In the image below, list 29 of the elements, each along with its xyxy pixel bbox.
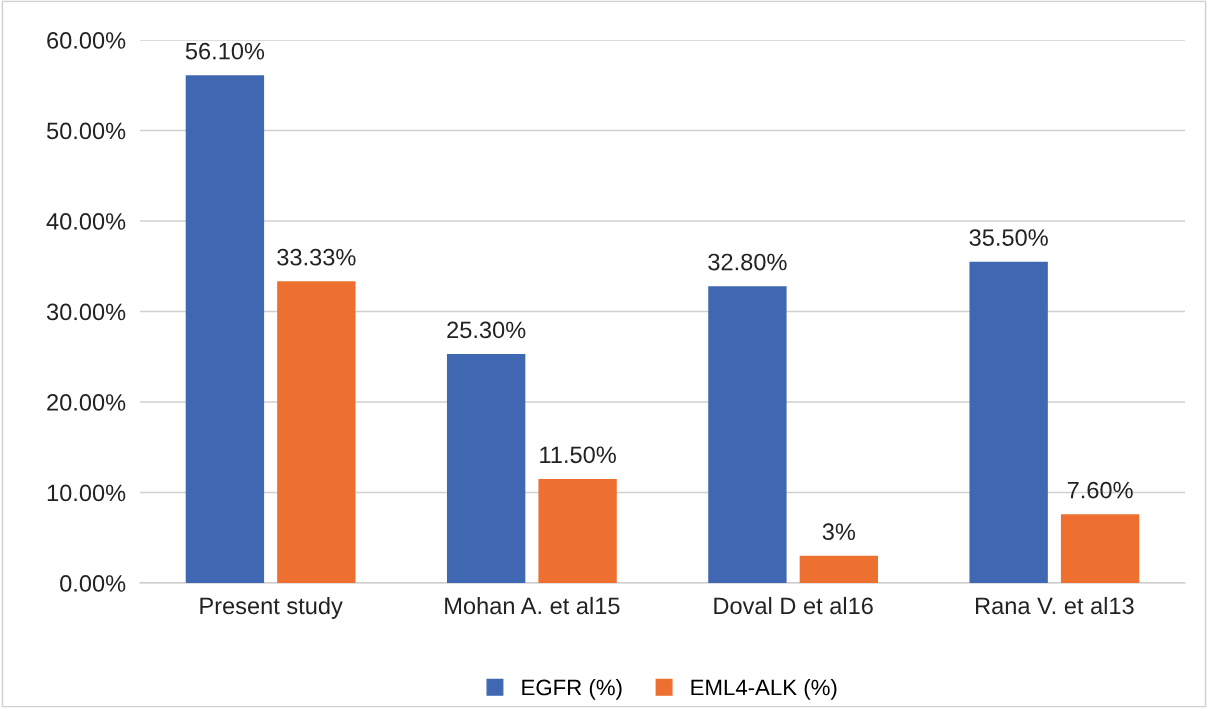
y-tick-label: 30.00% — [46, 303, 126, 321]
legend-label: EML4-ALK (%) — [691, 679, 837, 700]
y-tick-label: 60.00% — [47, 32, 126, 49]
bar — [277, 281, 356, 583]
x-tick-label: Present study — [200, 596, 343, 619]
bar — [708, 286, 787, 583]
x-tick-label: Mohan A. et al15 — [445, 596, 620, 615]
legend-label: EGFR (%) — [522, 679, 622, 700]
data-label: 56.10% — [185, 42, 265, 60]
bar — [1060, 514, 1140, 583]
data-label: 33.33% — [277, 248, 356, 266]
y-tick-label: 0.00% — [60, 575, 126, 592]
y-tick-label: 20.00% — [47, 394, 126, 411]
data-label: 11.50% — [540, 446, 616, 464]
data-label: 32.80% — [708, 253, 787, 271]
bar — [538, 478, 617, 583]
x-tick-label: Doval D et al16 — [714, 596, 873, 615]
y-tick-label: 50.00% — [46, 122, 126, 140]
y-tick-label: 10.00% — [47, 484, 126, 502]
bar — [446, 354, 526, 583]
data-label: 3% — [822, 523, 856, 541]
x-tick-label: Rana V. et al13 — [976, 596, 1134, 615]
data-label: 25.30% — [447, 321, 526, 339]
bar — [799, 555, 879, 583]
y-tick-label: 40.00% — [46, 213, 126, 230]
data-label: 35.50% — [969, 229, 1048, 246]
data-label: 7.60% — [1067, 481, 1133, 499]
bar — [185, 75, 265, 583]
bar — [969, 261, 1048, 583]
